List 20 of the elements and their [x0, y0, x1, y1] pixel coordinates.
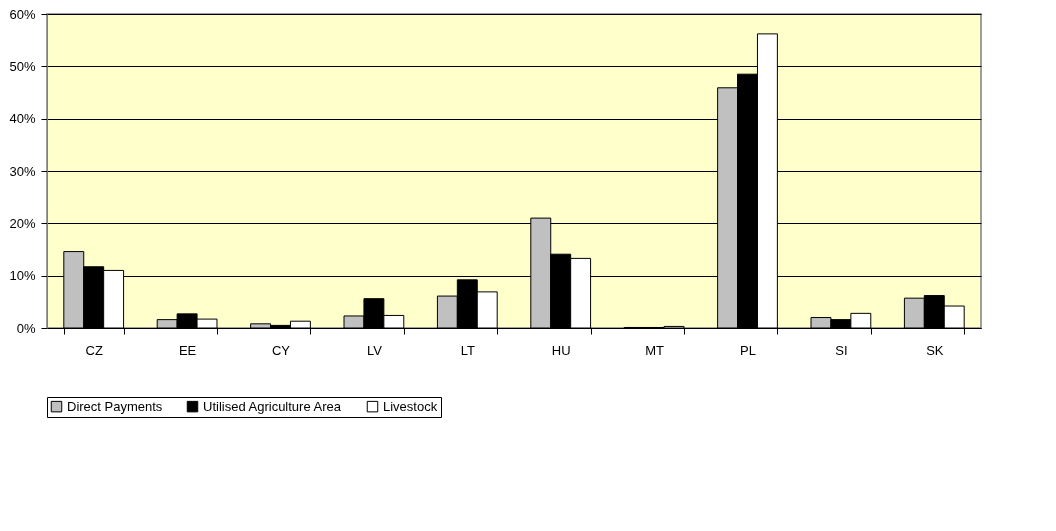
x-tick-label: EE: [178, 342, 197, 358]
legend-label: Utilised Agriculture Area: [203, 398, 342, 414]
x-tick-label: CZ: [85, 342, 103, 358]
x-tick-label: MT: [645, 342, 665, 358]
x-tick-label: LV: [366, 342, 383, 358]
y-tick-label: 60%: [9, 6, 36, 22]
x-tick-label: SK: [926, 342, 944, 358]
x-tick-label: HU: [551, 342, 571, 358]
y-tick-label: 20%: [9, 215, 36, 231]
legend-label: Livestock: [383, 398, 438, 414]
x-tick-label: LT: [460, 342, 475, 358]
y-tick-label: 50%: [9, 58, 36, 74]
y-tick-label: 10%: [9, 268, 36, 284]
y-tick-label: 30%: [9, 163, 36, 179]
x-tick-label: PL: [740, 342, 756, 358]
legend-label: Direct Payments: [67, 398, 163, 414]
y-tick-label: 40%: [9, 111, 36, 127]
x-tick-label: CY: [271, 342, 291, 358]
y-tick-label: 0%: [16, 320, 36, 336]
x-tick-label: SI: [835, 342, 848, 358]
